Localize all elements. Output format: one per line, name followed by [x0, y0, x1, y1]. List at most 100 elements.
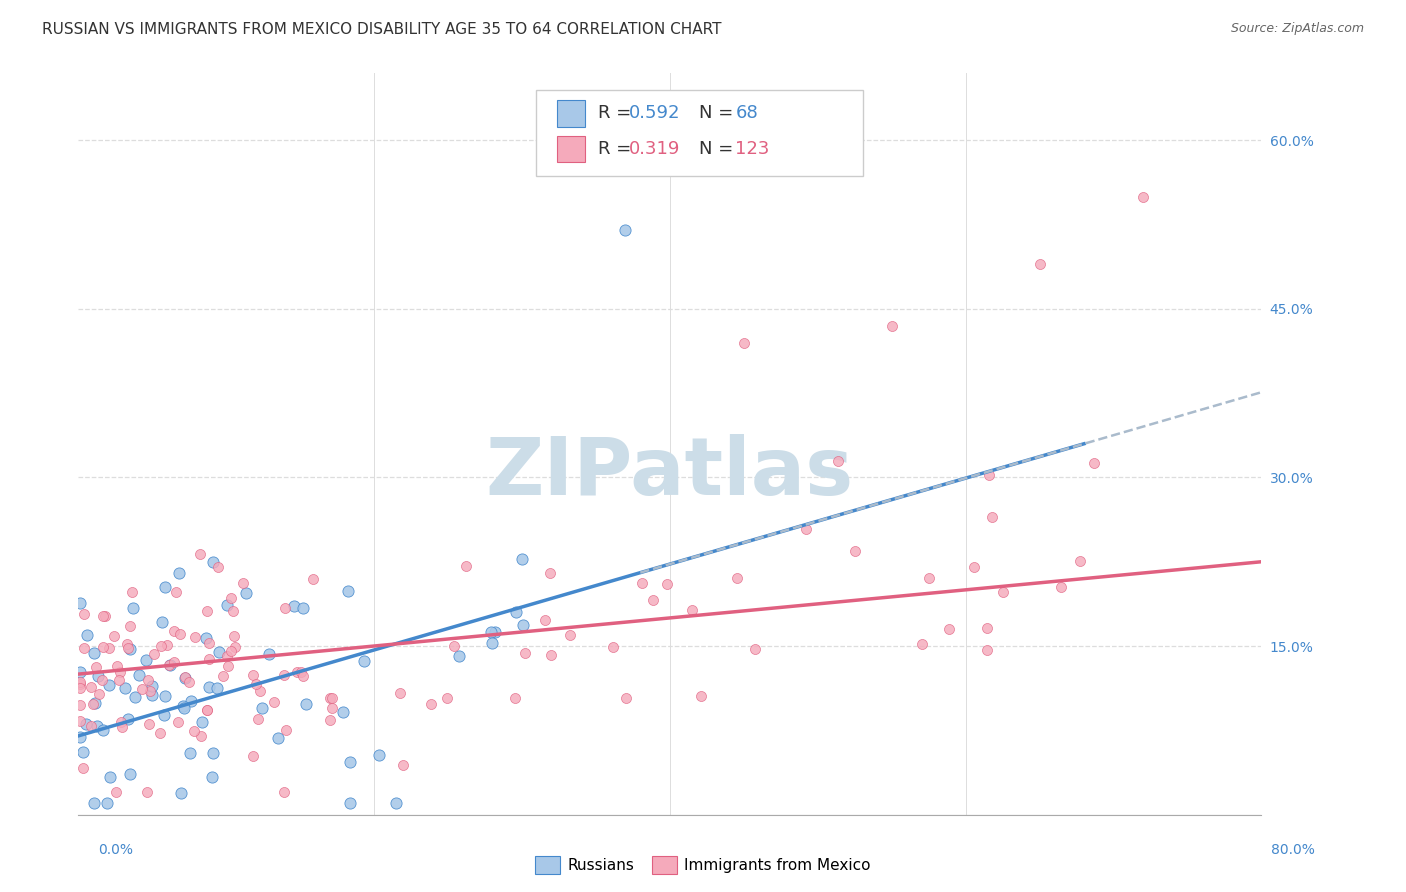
Point [195, 703, 218, 717]
Point [918, 571, 941, 585]
Point [73, 641, 96, 656]
Point [142, 647, 165, 661]
Point [191, 715, 214, 730]
Point [124, 690, 146, 704]
Point [73, 607, 96, 621]
Point [198, 680, 221, 694]
Point [91, 608, 114, 623]
Text: 80.0%: 80.0% [1271, 843, 1315, 857]
Point [110, 714, 132, 729]
Point [128, 668, 150, 682]
Point [97, 641, 120, 656]
Point [844, 543, 866, 558]
Point [111, 720, 134, 734]
Point [353, 654, 375, 668]
Point [242, 748, 264, 763]
Point [560, 628, 582, 642]
Point [80, 680, 103, 694]
Point [911, 637, 934, 651]
Point [118, 767, 141, 781]
Text: ZIPatlas: ZIPatlas [485, 434, 853, 512]
Point [83, 697, 105, 711]
Point [83, 646, 105, 660]
Point [202, 746, 225, 760]
Point [1028, 257, 1050, 271]
Point [153, 580, 176, 594]
Point [69, 677, 91, 691]
Point [135, 785, 157, 799]
Point [263, 695, 285, 709]
Point [69, 665, 91, 679]
Point [91, 640, 114, 655]
Text: R =: R = [598, 140, 637, 158]
Point [198, 636, 221, 650]
Point [963, 560, 986, 574]
Point [150, 639, 173, 653]
Point [257, 648, 280, 662]
Point [91, 723, 114, 738]
Point [681, 603, 703, 617]
Point [87, 687, 110, 701]
Point [224, 640, 246, 655]
Point [976, 621, 998, 635]
Point [135, 652, 157, 666]
Point [69, 596, 91, 610]
Point [103, 629, 125, 643]
Point [138, 673, 160, 687]
Point [195, 703, 218, 717]
Point [174, 670, 197, 684]
Point [689, 689, 711, 703]
Point [267, 731, 290, 746]
Point [202, 555, 225, 569]
Point [368, 748, 391, 763]
Point [138, 717, 160, 731]
Point [643, 593, 665, 607]
Point [339, 755, 361, 769]
Point [1069, 554, 1091, 568]
Point [163, 655, 186, 669]
Point [290, 665, 312, 679]
Point [285, 665, 308, 680]
Point [976, 643, 998, 657]
Point [232, 576, 254, 591]
Point [291, 669, 314, 683]
Point [321, 701, 343, 715]
Point [991, 585, 1014, 599]
Point [170, 787, 193, 801]
Point [744, 641, 766, 656]
Point [332, 705, 354, 719]
Point [107, 673, 129, 688]
Point [250, 700, 273, 714]
Point [105, 659, 128, 673]
Point [538, 566, 561, 580]
Point [69, 714, 91, 728]
Point [114, 681, 136, 696]
Legend: Russians, Immigrants from Mexico: Russians, Immigrants from Mexico [529, 850, 877, 880]
Point [880, 318, 903, 333]
Point [318, 713, 340, 727]
Point [938, 622, 960, 636]
Point [98, 770, 121, 784]
Point [391, 758, 413, 772]
Point [157, 658, 180, 673]
Point [108, 665, 131, 679]
Point [190, 729, 212, 743]
Point [184, 630, 207, 644]
Point [614, 691, 637, 706]
Point [273, 668, 295, 682]
Point [117, 640, 139, 655]
Point [156, 638, 179, 652]
Point [69, 681, 91, 696]
Point [72, 745, 94, 759]
Point [302, 572, 325, 586]
Point [794, 522, 817, 536]
Point [219, 644, 242, 658]
Point [69, 698, 91, 712]
Point [217, 598, 239, 612]
Point [141, 688, 163, 702]
Point [977, 467, 1000, 482]
Point [69, 675, 91, 690]
Point [443, 639, 465, 653]
Point [173, 701, 195, 715]
Point [194, 632, 217, 646]
